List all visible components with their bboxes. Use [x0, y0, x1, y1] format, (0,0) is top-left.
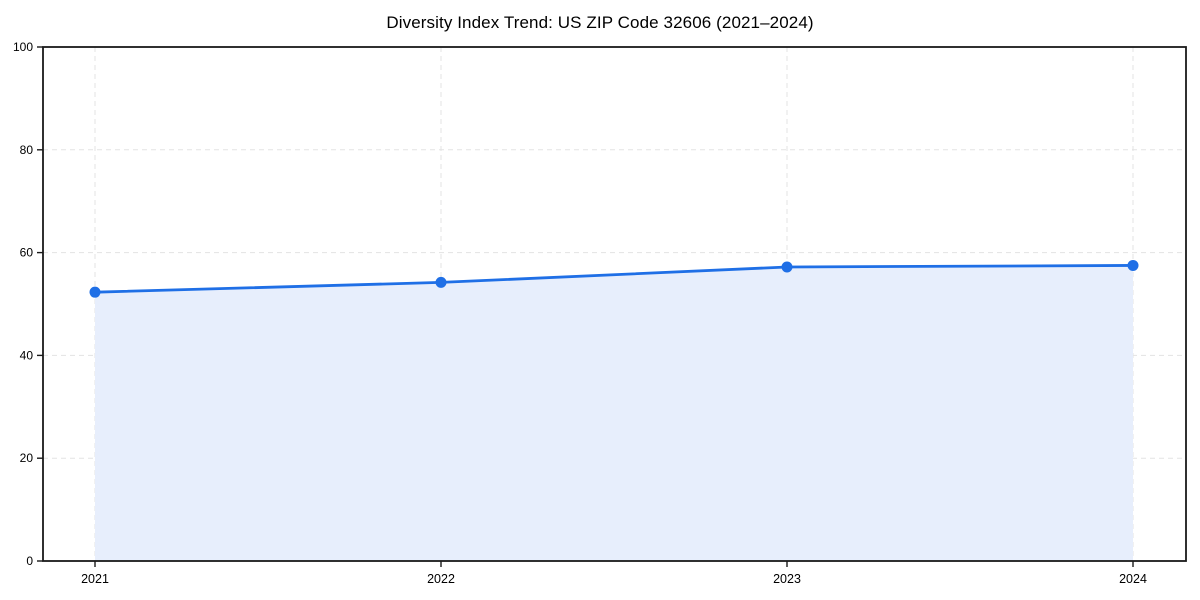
- y-tick-label: 20: [20, 451, 34, 465]
- plot-border: [42, 46, 1187, 562]
- data-point-2024: [1127, 259, 1139, 271]
- x-tick-label: 2021: [81, 572, 109, 586]
- y-tick-label: 100: [13, 40, 33, 54]
- data-point-2023: [781, 261, 793, 273]
- x-tick-label: 2023: [773, 572, 801, 586]
- data-point-2021: [89, 286, 101, 298]
- y-tick-label: 40: [20, 348, 34, 362]
- area-fill: [95, 265, 1133, 561]
- y-tick-label: 60: [20, 246, 34, 260]
- x-tick-label: 2022: [427, 572, 455, 586]
- chart-title: Diversity Index Trend: US ZIP Code 32606…: [386, 13, 814, 32]
- x-tick-label: 2024: [1119, 572, 1147, 586]
- y-tick-label: 0: [26, 554, 33, 568]
- data-point-2022: [435, 276, 447, 288]
- y-tick-label: 80: [20, 143, 34, 157]
- trend-line: [93, 264, 1135, 294]
